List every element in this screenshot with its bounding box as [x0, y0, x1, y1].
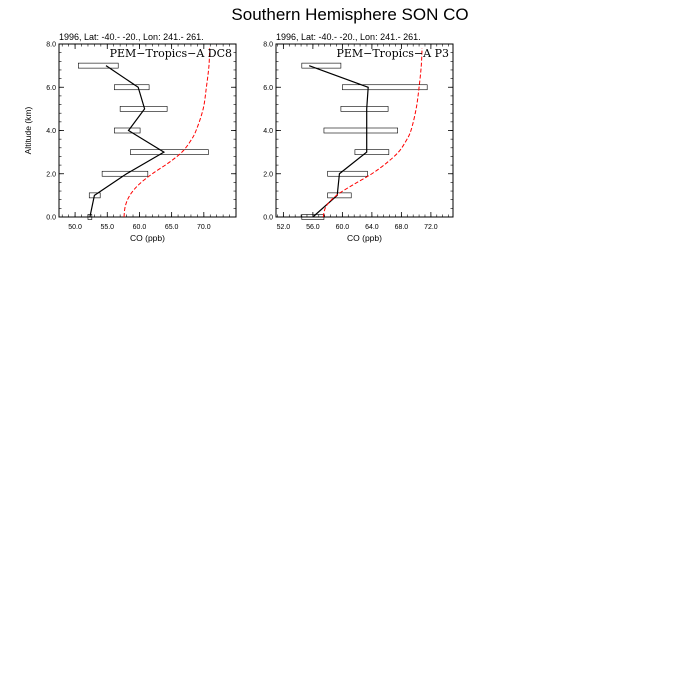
range-box	[301, 62, 342, 69]
campaign-annotation: PEM−Tropics−A P3	[336, 47, 449, 60]
panel-title: 1996, Lat: -40.- -20., Lon: 241.- 261.	[59, 32, 204, 42]
y-tick-label: 6.0	[263, 85, 273, 92]
y-tick-label: 2.0	[263, 171, 273, 178]
range-box	[101, 170, 149, 177]
range-box	[301, 214, 325, 220]
range-box	[354, 149, 390, 155]
range-box	[114, 84, 150, 91]
campaign-annotation: PEM−Tropics−A DC8	[110, 47, 232, 60]
observed-profile-line	[308, 65, 369, 218]
panel-title: 1996, Lat: -40.- -20., Lon: 241.- 261.	[276, 32, 421, 42]
x-tick-label: 64.0	[365, 224, 379, 231]
x-axis-label: CO (ppb)	[130, 233, 165, 243]
observed-profile-line	[89, 65, 166, 218]
y-tick-label: 8.0	[46, 42, 56, 49]
x-tick-label: 68.0	[395, 224, 409, 231]
range-box	[323, 127, 398, 134]
x-tick-label: 50.0	[68, 224, 82, 231]
plot-frame	[275, 43, 454, 218]
y-tick-label: 6.0	[46, 85, 56, 92]
range-box	[327, 192, 352, 199]
x-tick-label: 70.0	[197, 224, 211, 231]
plot-frame	[58, 43, 237, 218]
range-box	[340, 106, 389, 112]
x-axis-label: CO (ppb)	[347, 233, 382, 243]
y-tick-label: 0.0	[46, 215, 56, 222]
y-axis-label: Altitude (km)	[23, 106, 33, 154]
chart-panel-1: 50.0 55.0 60.0 65.0 70.0 0.0 2.0 4.0 6.0 8.01996,…	[23, 32, 237, 243]
range-box	[114, 127, 141, 134]
range-box	[130, 149, 209, 155]
x-tick-label: 65.0	[165, 224, 179, 231]
model-profile-line	[322, 48, 423, 218]
y-tick-label: 4.0	[263, 128, 273, 135]
x-tick-label: 72.0	[424, 224, 438, 231]
x-tick-label: 52.0	[277, 224, 291, 231]
y-tick-label: 0.0	[263, 215, 273, 222]
x-tick-label: 56.0	[306, 224, 320, 231]
x-tick-label: 60.0	[336, 224, 350, 231]
range-box	[342, 84, 428, 91]
y-tick-label: 2.0	[46, 171, 56, 178]
model-profile-line	[123, 48, 211, 218]
chart-panel-2: 52.0 56.0 60.0 64.0 68.0 72.0 0.0 2.0 4.0 6.0 8.01…	[263, 32, 454, 243]
range-box	[88, 192, 101, 199]
y-tick-label: 4.0	[46, 128, 56, 135]
x-tick-label: 60.0	[133, 224, 147, 231]
figure-title: Southern Hemisphere SON CO	[231, 5, 468, 24]
range-box	[78, 62, 119, 69]
x-tick-label: 55.0	[100, 224, 114, 231]
y-tick-label: 8.0	[263, 42, 273, 49]
range-box	[327, 170, 368, 177]
